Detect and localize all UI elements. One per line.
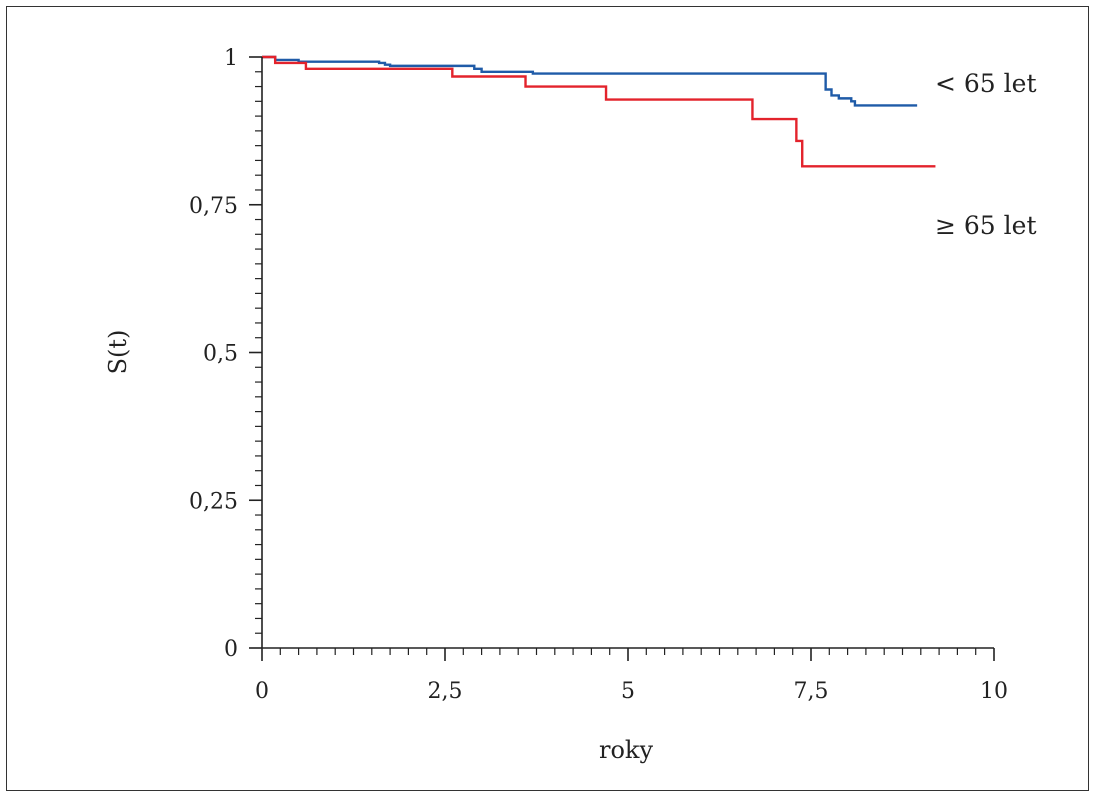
minor-ticks: [255, 71, 977, 655]
y-ticks: 0 0,25 0,5 0,75 1: [189, 46, 262, 662]
y-axis-title: S(t): [104, 330, 132, 375]
survival-curve-under-65: [262, 55, 918, 107]
survival-curve-65-and-over: [262, 55, 936, 168]
series-label-under-65: < 65 let: [935, 69, 1037, 98]
series-layer: [262, 55, 936, 168]
x-tick-label: 10: [980, 679, 1008, 704]
figure-frame: [6, 6, 1089, 791]
x-tick-label: 7,5: [794, 679, 829, 704]
y-tick-label: 1: [224, 46, 238, 71]
y-tick-label: 0,5: [203, 342, 238, 367]
x-tick-label: 2,5: [428, 679, 463, 704]
series-label-65-and-over: ≥ 65 let: [935, 211, 1037, 240]
x-tick-label: 5: [621, 679, 635, 704]
y-tick-label: 0: [224, 637, 238, 662]
x-ticks: 0 2,5 5 7,5 10: [255, 648, 1008, 704]
x-axis-title: roky: [599, 736, 653, 764]
y-tick-label: 0,25: [189, 489, 238, 514]
x-tick-label: 0: [255, 679, 269, 704]
y-tick-label: 0,75: [189, 194, 238, 219]
